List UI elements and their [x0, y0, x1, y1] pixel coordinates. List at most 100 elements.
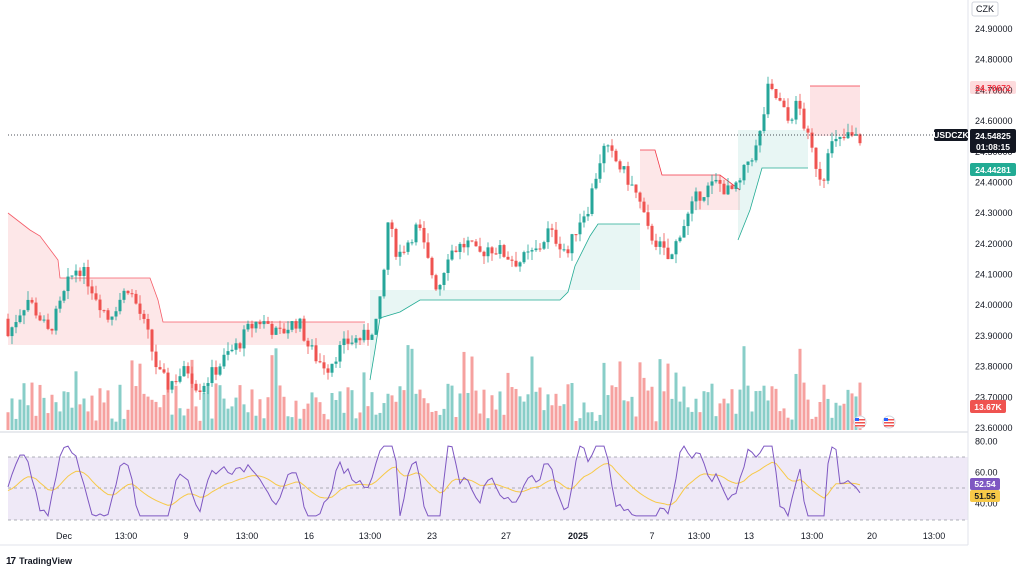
candle: [230, 349, 234, 352]
candle: [154, 351, 158, 368]
us-flag-icon[interactable]: [882, 415, 896, 429]
volume-bar: [138, 363, 142, 430]
volume-bar: [318, 402, 322, 430]
volume-bar: [686, 407, 690, 430]
volume-bar: [62, 391, 66, 430]
volume-bar: [470, 356, 474, 430]
candle: [830, 141, 834, 154]
candle: [110, 316, 114, 320]
time-tick-label: 13:00: [688, 531, 711, 541]
time-scale[interactable]: Dec 13:00 9 13:00 16 13:00 23 27 2025 7 13:00 13 13:…: [56, 531, 945, 541]
volume-bar: [126, 409, 130, 430]
volume-bar: [690, 411, 694, 430]
candle: [518, 262, 522, 267]
candle: [10, 327, 14, 337]
volume-bar: [750, 411, 754, 430]
candle: [174, 381, 178, 383]
candle: [194, 383, 198, 391]
rsi-scale[interactable]: 80.00 60.00 40.00: [975, 437, 998, 509]
volume-bar: [306, 403, 310, 430]
candle: [402, 251, 406, 253]
candle: [834, 138, 838, 142]
volume-bar: [838, 405, 842, 430]
candle: [418, 224, 422, 228]
candle: [250, 323, 254, 329]
candle: [482, 251, 486, 257]
volume-bar: [578, 418, 582, 430]
volume-bar: [774, 388, 778, 430]
candle: [690, 201, 694, 214]
time-tick-label: 16: [304, 531, 314, 541]
volume-bar: [558, 405, 562, 430]
candle: [62, 291, 66, 301]
upper-target-tag: [970, 81, 1016, 94]
price-tick-label: 24.20000: [975, 239, 1013, 249]
currency-box[interactable]: [971, 1, 999, 17]
time-tick-label: 13:00: [236, 531, 259, 541]
volume-bar: [418, 389, 422, 430]
price-tick-label: 23.60000: [975, 423, 1013, 433]
candle: [814, 147, 818, 169]
volume-bar: [346, 387, 350, 430]
volume-bar: [526, 394, 530, 430]
candle: [822, 179, 826, 181]
candle: [598, 163, 602, 179]
time-tick-label: 13:00: [115, 531, 138, 541]
volume-bar: [786, 417, 790, 430]
volume-bar: [34, 415, 38, 430]
candle: [630, 184, 634, 186]
candle: [134, 293, 138, 304]
branding[interactable]: 17 TradingView: [6, 554, 72, 568]
volume-bar: [462, 351, 466, 430]
candle: [678, 237, 682, 242]
candle: [614, 150, 618, 162]
candle: [774, 89, 778, 99]
volume-bar: [54, 402, 58, 430]
candle: [430, 257, 434, 276]
price-tick-label: 23.80000: [975, 362, 1013, 372]
volume-bar: [78, 404, 82, 430]
volume-bar: [398, 386, 402, 430]
candle: [46, 319, 50, 329]
volume-bar: [278, 385, 282, 430]
candle: [474, 241, 478, 247]
lower-target-label: 24.44281: [975, 165, 1011, 175]
candle: [770, 83, 774, 90]
candle: [206, 383, 210, 386]
volume-bar: [734, 413, 738, 430]
volume-bar: [522, 401, 526, 430]
candle: [130, 293, 134, 295]
candle: [666, 247, 670, 260]
volume-bar: [438, 414, 442, 430]
price-pane[interactable]: [0, 0, 968, 432]
volume-bar: [718, 403, 722, 430]
volume-bar: [498, 391, 502, 430]
price-tick-label: 24.70000: [975, 85, 1013, 95]
volume-bar: [46, 413, 50, 430]
volume-bar: [210, 418, 214, 430]
upper-target-label: 24.70672: [975, 83, 1011, 93]
candle: [746, 161, 750, 165]
volume-bar: [266, 397, 270, 430]
candle: [854, 134, 858, 136]
candle: [38, 315, 42, 321]
volume-bar: [218, 385, 222, 430]
volume-label: 13.67K: [974, 402, 1002, 412]
symbol-label: USDCZK: [933, 130, 969, 140]
volume-bar: [518, 396, 522, 430]
candle: [766, 83, 770, 115]
volume-bar: [358, 412, 362, 430]
last-price-tag: [970, 129, 1016, 153]
volume-bar: [102, 402, 106, 430]
volume-bar: [646, 390, 650, 430]
candle: [182, 366, 186, 377]
candle: [14, 322, 18, 328]
candle: [806, 128, 810, 133]
candle: [366, 329, 370, 340]
candle: [658, 241, 662, 247]
candle: [198, 390, 202, 392]
volume-bar: [494, 409, 498, 430]
us-flag-icon[interactable]: [853, 415, 867, 429]
volume-bar: [606, 395, 610, 430]
